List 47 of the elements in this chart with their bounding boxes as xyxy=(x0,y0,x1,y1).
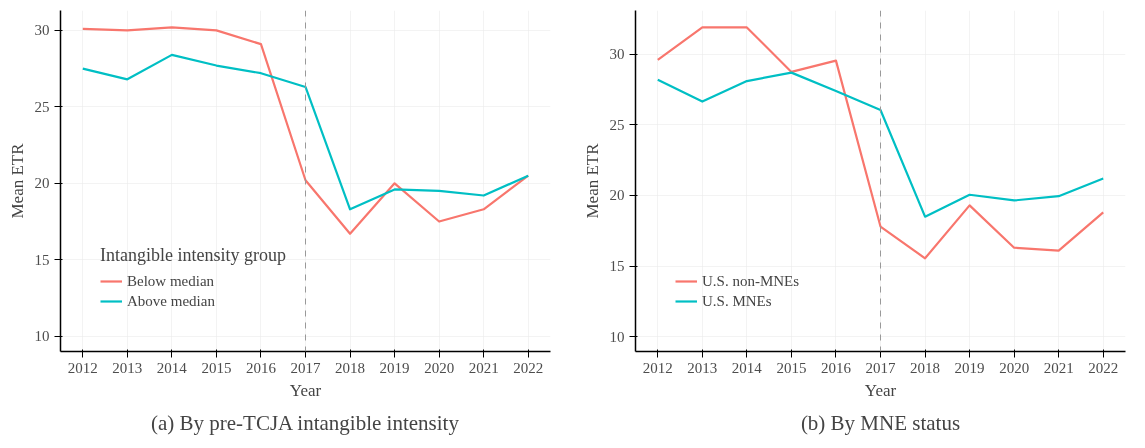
x-tick-label: 2018 xyxy=(910,359,941,376)
x-tick-label: 2014 xyxy=(156,359,188,376)
line-series xyxy=(81,26,530,235)
x-tick-label: 2012 xyxy=(642,359,673,376)
y-tick-label: 20 xyxy=(34,175,50,192)
x-tick-label: 2022 xyxy=(1088,359,1119,376)
x-tick-label: 2022 xyxy=(513,359,544,376)
legend-label: U.S. MNEs xyxy=(702,292,772,310)
x-tick-label: 2012 xyxy=(67,359,98,376)
text: (a) By pre-TCJA intangible intensity xyxy=(150,410,460,435)
x-tick-label: 2019 xyxy=(379,359,410,376)
x-tick-label: 2020 xyxy=(999,359,1030,376)
y-axis-title: Mean ETR xyxy=(582,142,602,219)
x-tick-label: 2015 xyxy=(776,359,807,376)
y-tick-label: 10 xyxy=(34,328,50,345)
x-axis-title: Year xyxy=(864,380,897,400)
x-tick-label: 2013 xyxy=(687,359,718,376)
y-tick-label: 25 xyxy=(34,98,50,115)
legend-label: Above median xyxy=(127,292,215,310)
x-tick-label: 2015 xyxy=(201,359,232,376)
y-axis-title: Mean ETR xyxy=(7,142,27,219)
y-tick-label: 30 xyxy=(609,46,625,63)
x-tick-label: 2020 xyxy=(424,359,455,376)
y-tick-label: 20 xyxy=(609,187,625,204)
legend-title: Intangible intensity group xyxy=(100,245,286,266)
x-tick-label: 2021 xyxy=(468,359,499,376)
y-tick-label: 15 xyxy=(34,251,50,268)
x-axis-title: Year xyxy=(289,380,322,400)
y-tick-label: 25 xyxy=(609,116,625,133)
x-tick-label: 2014 xyxy=(731,359,763,376)
line-series xyxy=(656,26,1105,260)
x-tick-label: 2019 xyxy=(954,359,985,376)
x-tick-label: 2013 xyxy=(112,359,143,376)
x-tick-label: 2021 xyxy=(1043,359,1074,376)
y-tick-label: 10 xyxy=(609,328,625,345)
x-tick-label: 2018 xyxy=(335,359,366,376)
legend-label: U.S. non-MNEs xyxy=(702,272,800,290)
y-tick-label: 15 xyxy=(609,258,625,275)
x-tick-label: 2016 xyxy=(820,359,852,376)
legend-label: Below median xyxy=(127,272,215,290)
text: (b) By MNE status xyxy=(800,410,961,435)
line-series xyxy=(81,53,530,211)
x-tick-label: 2016 xyxy=(245,359,277,376)
x-tick-label: 2017 xyxy=(290,359,321,376)
x-tick-label: 2017 xyxy=(865,359,896,376)
line-series xyxy=(656,71,1105,218)
y-tick-label: 30 xyxy=(34,22,50,39)
